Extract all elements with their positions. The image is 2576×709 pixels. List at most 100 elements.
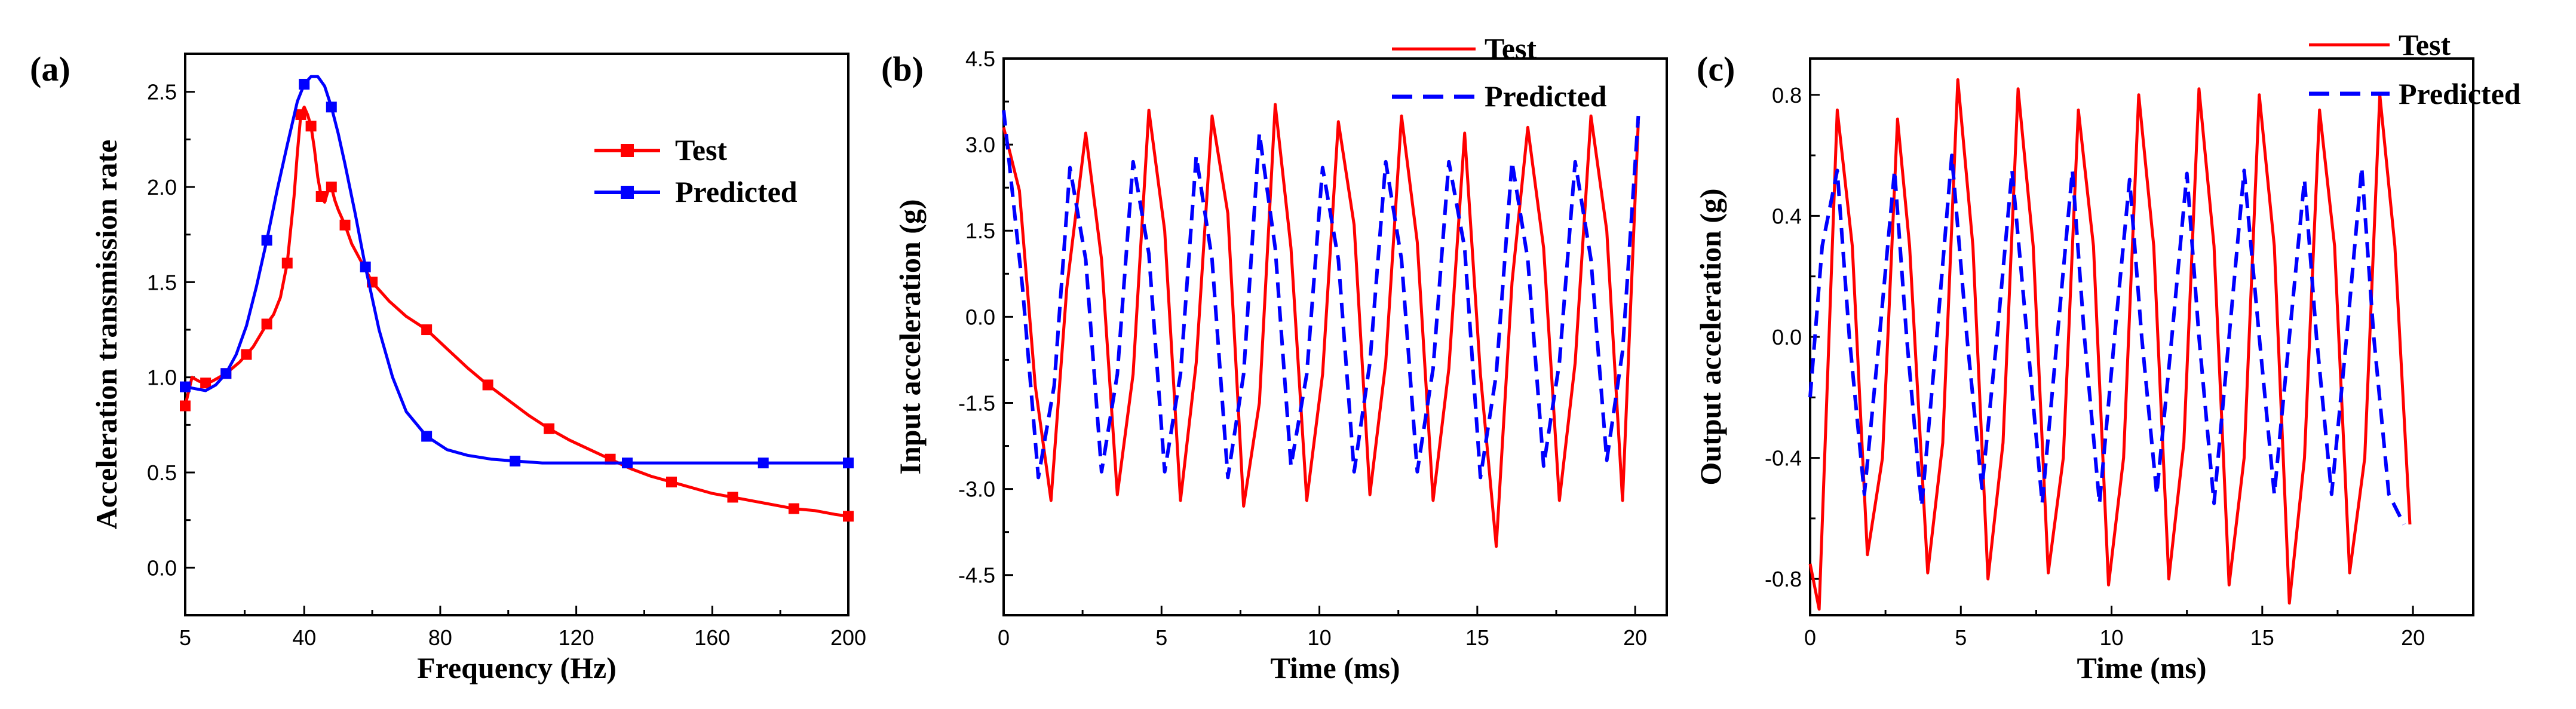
panel-a-legend-test-label: Test xyxy=(675,133,727,167)
panel-b-legend-predicted-label: Predicted xyxy=(1485,79,1607,113)
panel-a-test-point xyxy=(241,349,252,360)
panel-a-legend-predicted-label: Predicted xyxy=(675,175,798,208)
panel-a-axes-frame xyxy=(184,53,850,616)
panel-c-x-tick-label: 5 xyxy=(1955,625,1967,650)
panel-a-test-point xyxy=(281,257,293,269)
panel-a-test-point xyxy=(843,511,854,522)
panel-a-x-tick-label: 120 xyxy=(559,625,594,650)
panel-a-predicted-point xyxy=(360,261,371,272)
panel-b-y-tick-label: 1.5 xyxy=(965,219,995,243)
panel-b-y-tick-label: 0.0 xyxy=(965,305,995,329)
panel-a-test-point xyxy=(180,400,191,412)
panel-c-x-tick-label: 0 xyxy=(1804,625,1816,650)
panel-a-predicted-point xyxy=(220,368,232,379)
panel-a-legend: Test Predicted xyxy=(594,133,798,208)
panel-c-y-tick-label: 0.0 xyxy=(1772,325,1802,349)
panel-a-test-point xyxy=(482,379,493,391)
panel-b-y-tick-label: 3.0 xyxy=(965,133,995,157)
panel-b-y-tick-label: -4.5 xyxy=(958,563,995,588)
panel-a-y-tick-label: 1.5 xyxy=(147,270,177,294)
panel-a-y-axis-title: Acceleration transmission rate xyxy=(90,140,123,530)
panel-a-x-axis-title: Frequency (Hz) xyxy=(417,651,617,685)
panel-a-test-point xyxy=(339,219,351,231)
panel-c-series xyxy=(1808,78,2412,611)
panel-a-test-point xyxy=(727,492,738,503)
panel-c-x-tick-label: 20 xyxy=(2401,625,2425,650)
panel-c-y-tick-label: 0.4 xyxy=(1772,204,1802,228)
panel-b: (b) 0 5 10 15 20 4.5 3.0 1.5 0.0 -1.5 -3.0 -4.5 Ti… xyxy=(881,32,1668,685)
panel-c-y-tick-label: -0.4 xyxy=(1765,446,1802,471)
panel-b-x-tick-label: 5 xyxy=(1155,625,1167,650)
panel-a-predicted-point xyxy=(326,102,337,113)
panel-a-y-ticks: 0.0 0.5 1.0 1.5 2.0 2.5 xyxy=(147,80,195,580)
panel-b-x-tick-label: 20 xyxy=(1623,625,1647,650)
panel-a-predicted-point xyxy=(622,458,633,469)
panel-a-predicted-point xyxy=(180,381,191,392)
panel-c-y-tick-label: 0.8 xyxy=(1772,83,1802,108)
panel-b-y-tick-label: -3.0 xyxy=(958,477,995,502)
panel-c-label: (c) xyxy=(1697,50,1735,88)
panel-a-test-point xyxy=(261,318,272,330)
panel-a-y-tick-label: 0.5 xyxy=(147,461,177,485)
panel-a-test-point xyxy=(200,377,211,389)
panel-c-x-ticks: 0 5 10 15 20 xyxy=(1804,606,2425,650)
panel-b-axes-frame xyxy=(1002,57,1668,616)
panel-a-legend-test-marker xyxy=(621,144,634,157)
panel-a-legend-predicted-marker xyxy=(621,186,634,199)
panel-a-x-tick-label: 80 xyxy=(428,625,452,650)
panel-a-x-tick-label: 200 xyxy=(830,625,866,650)
panel-a-predicted-point xyxy=(261,235,272,246)
panel-a-test-point xyxy=(326,182,337,193)
panel-a-y-tick-label: 2.5 xyxy=(147,80,177,105)
panel-b-test-line xyxy=(1002,103,1640,548)
panel-a-test-point xyxy=(315,191,327,202)
panel-a-predicted-point xyxy=(421,431,433,442)
panel-a-x-ticks: 5 40 80 120 160 200 xyxy=(179,606,866,650)
panel-b-x-axis-title: Time (ms) xyxy=(1270,651,1400,685)
panel-b-y-axis-title: Input acceleration (g) xyxy=(893,199,927,474)
panel-b-x-tick-label: 10 xyxy=(1308,625,1332,650)
panel-b-x-tick-label: 15 xyxy=(1465,625,1489,650)
panel-a-x-tick-label: 40 xyxy=(292,625,316,650)
panel-c-legend-predicted-label: Predicted xyxy=(2399,77,2521,111)
panel-a-predicted-point xyxy=(510,455,521,466)
panel-a-test-line xyxy=(183,105,849,518)
panel-b-y-tick-label: 4.5 xyxy=(965,47,995,71)
panel-c: (c) 0 5 10 15 20 0.8 0.4 0.0 -0.4 -0.8 Time (ms)… xyxy=(1694,28,2521,685)
panel-a-predicted-point xyxy=(299,78,310,90)
panel-a-test-point xyxy=(666,476,677,487)
panel-c-predicted-line xyxy=(1808,154,2406,526)
panel-a: (a) 5 40 80 120 160 200 0.0 0.5 1.0 1.5 2.0 2.5 Fr… xyxy=(30,50,866,685)
panel-a-predicted-point xyxy=(843,458,854,469)
panel-c-y-axis-title: Output acceleration (g) xyxy=(1694,188,1727,485)
panel-a-test-point xyxy=(305,121,317,132)
panel-a-series xyxy=(180,75,854,522)
panel-c-y-tick-label: -0.8 xyxy=(1765,567,1802,591)
panel-a-y-tick-label: 0.0 xyxy=(147,555,177,580)
panel-b-y-tick-label: -1.5 xyxy=(958,391,995,415)
panel-b-predicted-line xyxy=(1002,110,1640,480)
panel-a-predicted-point xyxy=(758,458,769,469)
panel-a-test-point xyxy=(788,503,799,514)
panel-a-y-tick-label: 2.0 xyxy=(147,175,177,199)
panel-c-legend: Test Predicted xyxy=(2309,28,2521,111)
panel-c-test-line xyxy=(1808,78,2412,611)
panel-c-y-ticks: 0.8 0.4 0.0 -0.4 -0.8 xyxy=(1765,83,1820,591)
panel-b-legend-test-label: Test xyxy=(1485,32,1537,65)
panel-c-legend-test-label: Test xyxy=(2399,28,2451,62)
panel-a-label: (a) xyxy=(30,50,70,88)
panel-a-test-point xyxy=(421,324,433,336)
panel-c-x-tick-label: 10 xyxy=(2100,625,2124,650)
panel-a-test-point xyxy=(544,423,555,434)
panel-b-label: (b) xyxy=(881,50,924,88)
panel-b-x-ticks: 0 5 10 15 20 xyxy=(998,606,1647,650)
panel-a-x-tick-label: 160 xyxy=(694,625,730,650)
panel-b-legend: Test Predicted xyxy=(1392,32,1607,113)
panel-a-x-tick-label: 5 xyxy=(179,625,191,650)
panel-a-test-point xyxy=(295,109,306,120)
panel-b-y-ticks: 4.5 3.0 1.5 0.0 -1.5 -3.0 -4.5 xyxy=(958,47,1013,588)
panel-a-y-tick-label: 1.0 xyxy=(147,366,177,390)
panel-c-x-tick-label: 15 xyxy=(2250,625,2274,650)
panel-b-x-tick-label: 0 xyxy=(998,625,1010,650)
